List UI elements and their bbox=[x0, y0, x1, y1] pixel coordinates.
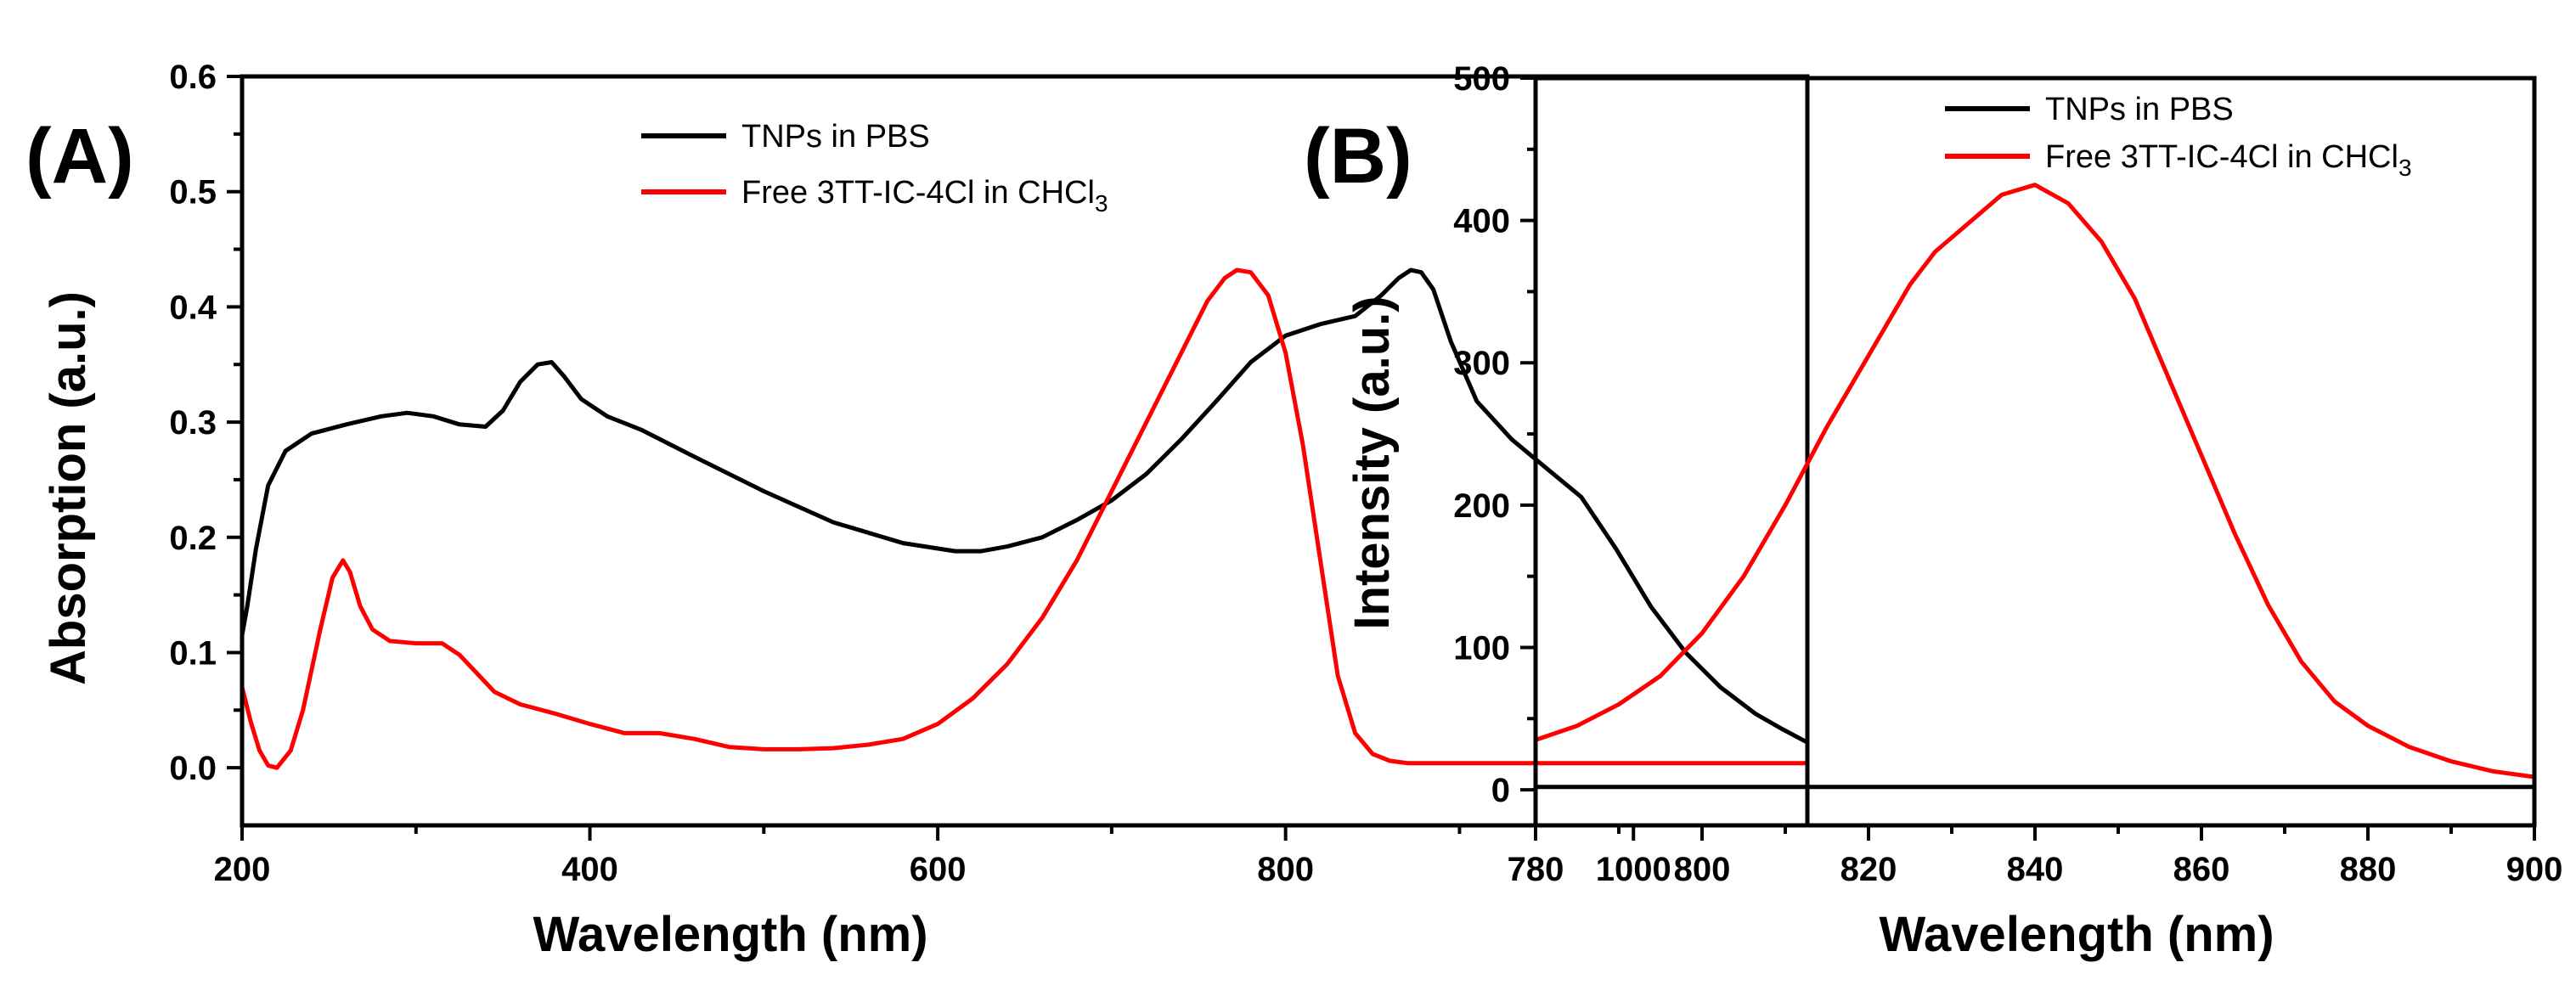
panel-b-x-axis-label: Wavelength (nm) bbox=[1879, 907, 2274, 962]
panel-a-y-tick-label: 0.6 bbox=[169, 59, 217, 96]
panel-b-legend-free: Free 3TT-IC-4Cl in CHCl3 bbox=[2045, 139, 2412, 181]
panel-b-label: (B) bbox=[1304, 113, 1412, 200]
panel-a-x-tick-label: 600 bbox=[910, 851, 967, 888]
panel-b-x-tick-label: 800 bbox=[1674, 851, 1731, 888]
panel-b-legend-tnps: TNPs in PBS bbox=[2045, 92, 2234, 127]
panel-a-y-tick-label: 0.1 bbox=[169, 634, 217, 672]
panel-b-x-tick-label: 820 bbox=[1840, 851, 1897, 888]
panel-a-legend-free: Free 3TT-IC-4Cl in CHCl3 bbox=[741, 175, 1108, 217]
panel-b-legend-free-text: Free 3TT-IC-4Cl in CHCl bbox=[2045, 139, 2398, 175]
panel-b-x-tick-label: 900 bbox=[2506, 851, 2563, 888]
panel-b-x-tick-label: 780 bbox=[1508, 851, 1564, 888]
panel-a-series-tnps-in-pbs bbox=[240, 267, 1810, 745]
panel-b-curves bbox=[1533, 183, 2537, 790]
panel-a-legend-tnps: TNPs in PBS bbox=[741, 119, 930, 155]
chart-panel-b: (B) 780 800 820 840 860 880 900 0 100 200 300 400 50… bbox=[1304, 60, 2562, 962]
panel-b-x-tick-label: 860 bbox=[2173, 851, 2230, 888]
panel-b-legend-free-subscript: 3 bbox=[2398, 155, 2412, 181]
panel-b-y-tick-label: 500 bbox=[1453, 60, 1510, 98]
panel-b-y-tick-label: 100 bbox=[1453, 629, 1510, 667]
panel-a-legend-free-subscript: 3 bbox=[1095, 190, 1108, 217]
panel-b-ticks: 780 800 820 840 860 880 900 0 100 200 300 400 500 bbox=[1453, 60, 2562, 888]
panel-b-series-free-3tt-ic-4cl bbox=[1533, 183, 2537, 780]
panel-b-y-tick-label: 200 bbox=[1453, 487, 1510, 525]
panel-a-x-tick-label: 800 bbox=[1257, 851, 1314, 888]
panel-a-curves bbox=[240, 267, 1810, 770]
chart-panel-a: (A) 200 400 600 800 10000.00.10.20.30.40.50.… bbox=[25, 59, 1810, 962]
panel-b-y-tick-label: 300 bbox=[1453, 345, 1510, 382]
panel-a-y-tick-label: 0.3 bbox=[169, 404, 217, 442]
panel-a-legend: TNPs in PBS Free 3TT-IC-4Cl in CHCl3 bbox=[641, 119, 1108, 217]
panel-a-series-free-3tt-ic-4cl bbox=[240, 267, 1810, 770]
panel-b-y-tick-label: 400 bbox=[1453, 203, 1510, 240]
panel-b-y-axis-label: Intensity (a.u.) bbox=[1344, 296, 1400, 629]
panel-b-x-tick-label: 840 bbox=[2007, 851, 2064, 888]
panel-a-y-axis-label: Absorption (a.u.) bbox=[41, 291, 96, 685]
panel-b-plot-frame bbox=[1533, 76, 2537, 828]
panel-b-y-tick-label: 0 bbox=[1491, 772, 1510, 809]
panel-a-y-tick-label: 0.0 bbox=[169, 750, 217, 787]
panel-a-y-tick-label: 0.2 bbox=[169, 520, 217, 557]
panel-a-x-axis-label: Wavelength (nm) bbox=[533, 907, 927, 962]
panel-a-x-tick-label: 400 bbox=[561, 851, 618, 888]
panel-a-x-tick-label: 200 bbox=[214, 851, 271, 888]
panel-b-x-tick-label: 880 bbox=[2340, 851, 2397, 888]
panel-a-y-tick-label: 0.5 bbox=[169, 174, 217, 211]
panel-a-y-tick-label: 0.4 bbox=[169, 289, 217, 326]
panel-a-label: (A) bbox=[25, 113, 134, 200]
panel-a-legend-free-text: Free 3TT-IC-4Cl in CHCl bbox=[741, 175, 1095, 211]
panel-a-plot-frame bbox=[240, 74, 1810, 828]
panel-a-x-tick-label: 1000 bbox=[1596, 851, 1671, 888]
panel-b-legend: TNPs in PBS Free 3TT-IC-4Cl in CHCl3 bbox=[1945, 92, 2412, 181]
